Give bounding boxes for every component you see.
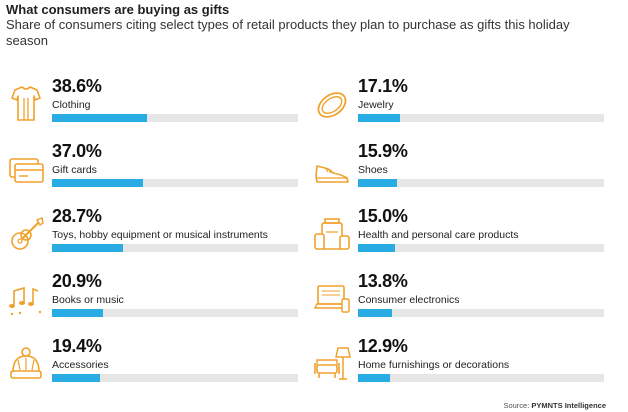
furniture-icon <box>312 344 352 384</box>
category-label: Toys, hobby equipment or musical instrum… <box>52 229 268 241</box>
bar-track <box>358 309 604 317</box>
data-label: 15.0% <box>358 206 408 226</box>
category-label: Gift cards <box>52 164 97 176</box>
category-label: Shoes <box>358 164 388 176</box>
chart-subtitle: Share of consumers citing select types o… <box>6 17 570 48</box>
data-label: 19.4% <box>52 336 102 356</box>
category-label: Jewelry <box>358 99 394 111</box>
gift-card-icon <box>6 149 46 189</box>
category-label: Clothing <box>52 99 91 111</box>
data-label: 12.9% <box>358 336 408 356</box>
data-label: 37.0% <box>52 141 102 161</box>
bar-track <box>52 374 298 382</box>
bar <box>52 179 144 187</box>
bar <box>358 114 401 122</box>
bar <box>52 374 100 382</box>
shoe-icon <box>312 149 352 189</box>
chart-item: 13.8% Consumer electronics <box>312 271 612 327</box>
bar-track <box>358 114 604 122</box>
bar-track <box>52 309 298 317</box>
bar <box>358 179 398 187</box>
bar <box>52 114 147 122</box>
source-note: Source: PYMNTS Intelligence <box>503 401 606 410</box>
chart-item: 28.7% Toys, hobby equipment or musical in… <box>6 206 306 262</box>
bar <box>358 309 392 317</box>
source-name: PYMNTS Intelligence <box>531 401 606 410</box>
chart-title: What consumers are buying as gifts <box>6 2 230 17</box>
ring-icon <box>312 84 352 124</box>
bottles-icon <box>312 214 352 254</box>
chart-item: 15.9% Shoes <box>312 141 612 197</box>
chart-item: 20.9% Books or music <box>6 271 306 327</box>
laptop-icon <box>312 279 352 319</box>
bar <box>52 309 104 317</box>
bar-track <box>358 374 604 382</box>
guitar-icon <box>6 214 46 254</box>
category-label: Accessories <box>52 359 109 371</box>
data-label: 28.7% <box>52 206 102 226</box>
chart-item: 17.1% Jewelry <box>312 76 612 132</box>
category-label: Books or music <box>52 294 124 306</box>
chart-item: 19.4% Accessories <box>6 336 306 392</box>
data-label: 13.8% <box>358 271 408 291</box>
bar <box>358 244 395 252</box>
bar-track <box>358 179 604 187</box>
data-label: 38.6% <box>52 76 102 96</box>
clothing-icon <box>6 84 46 124</box>
bar-track <box>358 244 604 252</box>
bar <box>52 244 123 252</box>
chart-item: 12.9% Home furnishings or decorations <box>312 336 612 392</box>
category-label: Home furnishings or decorations <box>358 359 510 371</box>
music-notes-icon <box>6 279 46 319</box>
category-label: Health and personal care products <box>358 229 519 241</box>
data-label: 17.1% <box>358 76 408 96</box>
data-label: 15.9% <box>358 141 408 161</box>
bar-track <box>52 179 298 187</box>
bar <box>358 374 390 382</box>
chart-item: 38.6% Clothing <box>6 76 306 132</box>
chart-item: 37.0% Gift cards <box>6 141 306 197</box>
data-label: 20.9% <box>52 271 102 291</box>
bar-track <box>52 244 298 252</box>
beanie-icon <box>6 344 46 384</box>
bar-track <box>52 114 298 122</box>
chart-item: 15.0% Health and personal care products <box>312 206 612 262</box>
category-label: Consumer electronics <box>358 294 460 306</box>
source-prefix: Source: <box>503 401 530 410</box>
